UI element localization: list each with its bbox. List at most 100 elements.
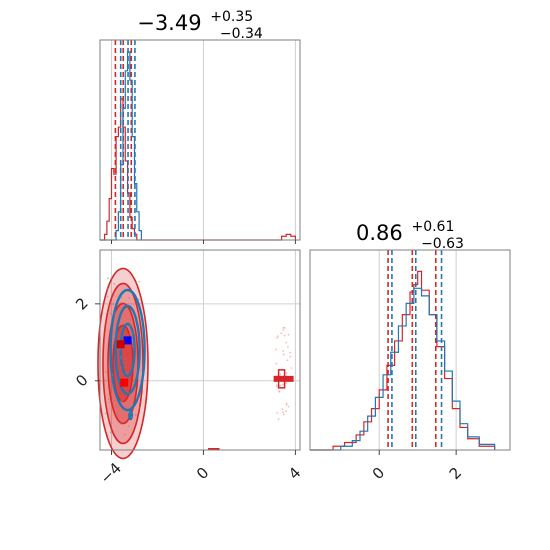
y-marginal-histogram (310, 287, 496, 451)
scatter-point (107, 398, 110, 400)
scatter-point (285, 410, 287, 413)
scatter-point (289, 351, 291, 354)
scatter-point (282, 383, 284, 386)
scatter-point (286, 359, 289, 362)
blue-density-contour (109, 288, 146, 412)
scatter-point (282, 326, 285, 329)
joint-panel (97, 249, 301, 460)
scatter-point (120, 422, 123, 425)
x-tick-label: −4 (97, 459, 125, 487)
scatter-point (131, 416, 133, 419)
scatter-point (110, 429, 112, 432)
scatter-point (282, 353, 285, 356)
scatter-point (112, 294, 115, 297)
scatter-point (138, 280, 141, 283)
scatter-point (281, 408, 284, 411)
y-title-lower: −0.63 (421, 236, 464, 252)
scatter-point (128, 392, 131, 394)
scatter-point (113, 283, 116, 285)
scatter-point (119, 302, 122, 304)
scatter-point (129, 324, 132, 327)
scatter-point (287, 346, 289, 348)
scatter-point (287, 405, 290, 408)
scatter-point (276, 337, 279, 339)
scatter-point (137, 298, 140, 301)
y-tick-label: 0 (72, 371, 91, 390)
scatter-point (128, 333, 131, 335)
scatter-point (277, 418, 280, 421)
scatter-point (108, 365, 110, 368)
scatter-point (275, 384, 278, 387)
x-tick-label: 0 (193, 464, 212, 483)
scatter-point (119, 357, 122, 360)
scatter-point (138, 385, 141, 387)
scatter-point (113, 313, 116, 316)
scatter-point (285, 402, 288, 405)
scatter-point (280, 332, 283, 335)
scatter-point (113, 399, 116, 402)
blue-outlier-blob (128, 410, 134, 421)
red-cluster-contour (277, 369, 286, 389)
scatter-point (123, 303, 126, 306)
scatter-point (109, 278, 112, 281)
scatter-point (119, 355, 122, 358)
joint-frame (99, 249, 301, 451)
scatter-point (115, 379, 118, 382)
x-title-lower: −0.34 (220, 26, 263, 42)
scatter-point (108, 401, 111, 404)
scatter-point (283, 334, 286, 337)
scatter-point (275, 348, 277, 351)
x-marginal-panel (99, 39, 301, 244)
x-title-upper: +0.35 (210, 9, 253, 25)
scatter-point (112, 303, 114, 306)
scatter-point (282, 350, 285, 352)
scatter-point (289, 355, 292, 358)
scatter-point (125, 372, 128, 375)
scatter-point (276, 335, 279, 338)
red-best-fit-marker (116, 340, 125, 349)
red-cluster-mark (273, 375, 294, 382)
scatter-point (282, 411, 284, 414)
scatter-point (105, 370, 108, 373)
y-title-upper: +0.61 (411, 219, 454, 235)
scatter-point (109, 312, 112, 315)
scatter-point (127, 425, 130, 427)
y-title-value: 0.86 (356, 221, 403, 245)
scatter-point (124, 433, 126, 436)
y-marginal-frame (309, 249, 511, 451)
scatter-point (131, 332, 134, 334)
y-marginal-tick-label: 2 (446, 464, 465, 483)
scatter-point (103, 379, 106, 382)
scatter-point (116, 381, 119, 383)
scatter-point (109, 431, 112, 434)
scatter-point (285, 372, 288, 375)
scatter-point (283, 326, 286, 329)
y-marginal-title: 0.86 +0.61 −0.63 (356, 212, 464, 252)
scatter-point (128, 412, 131, 414)
scatter-point (108, 309, 111, 312)
scatter-point (279, 373, 282, 376)
scatter-point (111, 373, 114, 376)
scatter-point (131, 334, 133, 336)
scatter-point (114, 311, 116, 314)
x-title-value: −3.49 (137, 11, 201, 35)
x-tick-label: 4 (285, 464, 304, 483)
scatter-point (120, 296, 123, 299)
scatter-point (125, 361, 128, 364)
x-marginal-title: −3.49 +0.35 −0.34 (137, 2, 263, 42)
scatter-point (128, 318, 131, 321)
scatter-point (127, 297, 130, 299)
y-tick-label: 2 (72, 294, 91, 313)
scatter-point (104, 412, 107, 415)
y-marginal-tick-label: 0 (369, 464, 388, 483)
scatter-point (119, 348, 121, 351)
x-marginal-frame (99, 39, 301, 241)
scatter-point (285, 341, 287, 344)
scatter-point (135, 281, 138, 283)
scatter-point (282, 413, 285, 416)
scatter-point (106, 434, 109, 436)
scatter-point (121, 399, 123, 402)
blue-best-fit-marker (123, 336, 132, 345)
